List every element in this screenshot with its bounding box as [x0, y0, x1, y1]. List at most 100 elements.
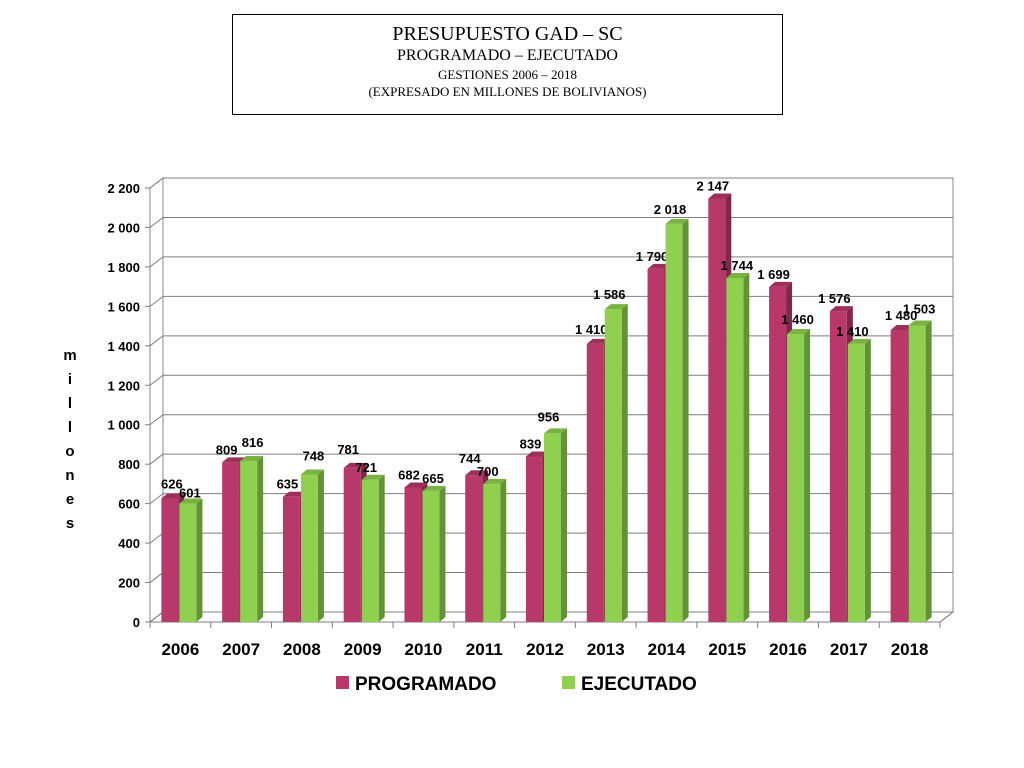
- gridline: [149, 493, 953, 505]
- data-label: 1 480: [885, 308, 918, 323]
- x-tick-label: 2017: [830, 640, 868, 659]
- bar-ejecutado-side: [196, 498, 203, 622]
- bar-ejecutado-side: [804, 328, 811, 622]
- data-label: 816: [242, 435, 264, 450]
- bar-ejecutado-top: [361, 474, 385, 480]
- data-label: 956: [538, 409, 560, 424]
- bar-programado-top: [647, 263, 671, 269]
- bar-ejecutado: [604, 309, 622, 622]
- bar-programado: [586, 343, 604, 622]
- data-label: 1 460: [781, 312, 814, 327]
- bar-ejecutado-side: [561, 428, 567, 622]
- data-label: 665: [422, 471, 444, 486]
- y-axis-label-letter: e: [66, 491, 74, 508]
- data-label: 1 576: [818, 291, 851, 306]
- bar-programado-top: [708, 193, 732, 199]
- x-tick-label: 2011: [466, 640, 503, 659]
- bar-ejecutado: [179, 503, 197, 622]
- bar-programado-top: [222, 457, 246, 463]
- y-tick-label: 1 000: [107, 418, 140, 433]
- bar-ejecutado-top: [908, 320, 932, 326]
- x-tick-label: 2018: [891, 640, 929, 659]
- data-label: 2 147: [697, 178, 730, 193]
- bar-programado-top: [161, 493, 185, 499]
- bar-ejecutado-top: [665, 218, 689, 224]
- bar-ejecutado-side: [743, 272, 750, 622]
- chart-title: PRESUPUESTO GAD – SC: [392, 23, 623, 45]
- bar-programado-top: [890, 325, 914, 331]
- data-label: 809: [216, 442, 238, 457]
- gridline: [149, 414, 953, 426]
- bar-ejecutado-side: [682, 218, 689, 623]
- bar-ejecutado-top: [300, 469, 324, 475]
- bar-ejecutado: [726, 277, 744, 622]
- bar-ejecutado-top: [847, 338, 871, 344]
- gridline: [149, 295, 953, 307]
- data-label: 1 699: [757, 267, 790, 282]
- x-tick-label: 2016: [769, 640, 807, 659]
- bar-ejecutado-side: [925, 320, 932, 622]
- y-tick-label: 1 600: [107, 299, 140, 314]
- bar-programado: [222, 462, 240, 622]
- x-tick-label: 2010: [405, 640, 443, 659]
- bar-ejecutado: [908, 325, 926, 622]
- data-label: 839: [520, 436, 542, 451]
- y-axis-label-letter: n: [65, 467, 74, 484]
- bar-programado-top: [282, 491, 306, 497]
- bar-ejecutado-top: [422, 485, 446, 491]
- data-label: 700: [477, 464, 499, 479]
- data-label: 2 018: [654, 202, 687, 217]
- data-label: 1 410: [575, 322, 608, 337]
- y-axis-label-letter: i: [68, 371, 72, 388]
- bar-programado: [465, 475, 483, 622]
- y-tick-label: 1 800: [107, 260, 140, 275]
- y-axis-label-letter: l: [68, 395, 72, 412]
- bar-programado: [647, 268, 665, 622]
- bar-ejecutado: [361, 479, 379, 622]
- bar-ejecutado-top: [787, 328, 811, 334]
- bar-programado: [282, 496, 300, 622]
- x-tick-label: 2006: [161, 640, 199, 659]
- y-tick-label: 2 000: [107, 220, 140, 235]
- y-tick-label: 200: [118, 576, 140, 591]
- bar-programado: [161, 498, 179, 622]
- data-label: 1 586: [593, 287, 626, 302]
- bar-ejecutado-side: [378, 474, 385, 622]
- bar-ejecutado: [544, 433, 561, 622]
- bar-programado-top: [404, 482, 428, 488]
- bar-programado-top: [769, 281, 793, 287]
- legend-swatch-ejecutado: [562, 676, 575, 689]
- gridline: [149, 374, 953, 386]
- data-label: 1 410: [836, 324, 869, 339]
- y-axis-label-letter: l: [68, 419, 72, 436]
- bar-programado-top: [465, 470, 489, 476]
- bar-ejecutado-top: [240, 456, 264, 462]
- gridline: [149, 335, 953, 347]
- data-label: 721: [355, 460, 377, 475]
- bar-ejecutado-top: [179, 498, 203, 504]
- bar-ejecutado-side: [317, 469, 324, 622]
- data-label: 781: [337, 442, 359, 457]
- bar-ejecutado-top: [483, 478, 507, 484]
- x-tick-label: 2013: [587, 640, 625, 659]
- bar-ejecutado-side: [864, 338, 871, 622]
- bar-programado: [708, 198, 726, 623]
- y-tick-label: 600: [118, 497, 140, 512]
- data-label: 744: [459, 451, 481, 466]
- bar-programado: [829, 311, 847, 622]
- bar-ejecutado: [787, 333, 805, 622]
- data-label: 682: [398, 467, 420, 482]
- y-tick-label: 800: [118, 457, 140, 472]
- y-tick-label: 400: [118, 536, 140, 551]
- data-label: 1 503: [903, 301, 936, 316]
- y-axis-label-letter: s: [66, 515, 74, 532]
- bar-ejecutado-side: [257, 456, 264, 622]
- legend-swatch-programado: [336, 676, 349, 689]
- bar-ejecutado: [483, 483, 501, 622]
- data-label: 1 790: [636, 249, 669, 264]
- x-tick-label: 2015: [708, 640, 746, 659]
- bar-ejecutado: [665, 223, 683, 623]
- bar-programado-top: [829, 306, 853, 312]
- y-tick-label: 1 400: [107, 339, 140, 354]
